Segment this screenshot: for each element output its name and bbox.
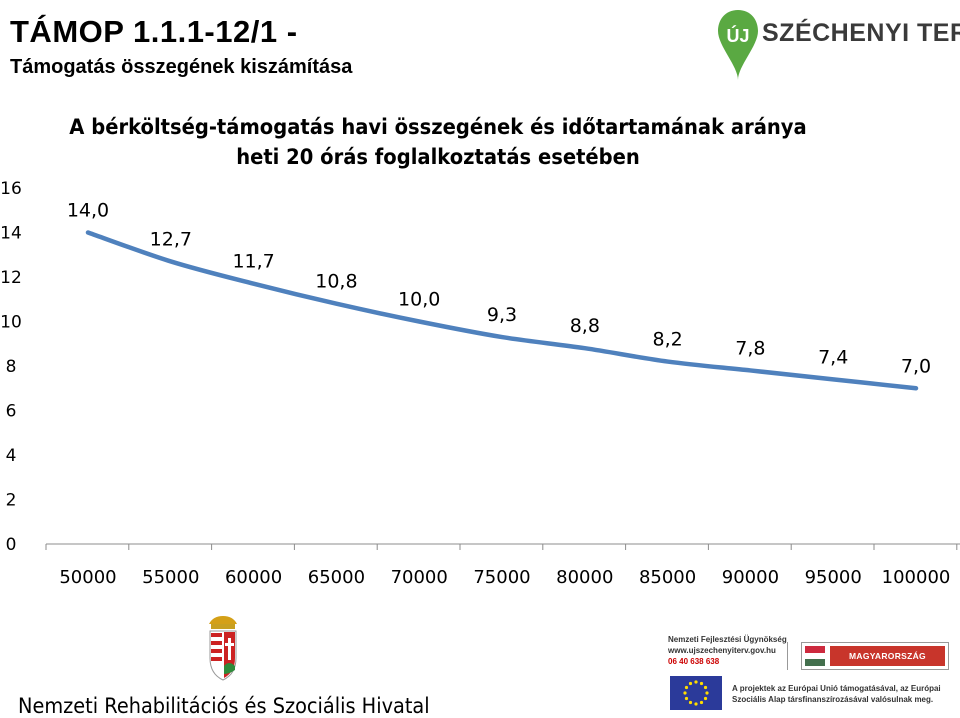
data-label: 7,0 <box>901 355 931 377</box>
eu-star-icon <box>694 702 697 705</box>
y-tick-label: 0 <box>6 535 17 555</box>
y-tick-label: 10 <box>0 313 22 333</box>
eu-star-icon <box>689 682 692 685</box>
divider <box>787 642 788 670</box>
data-label-layer: 14,0 12,7 11,7 10,8 10,0 9,3 8,8 8,2 7,8 7,4 7,0 <box>67 200 931 378</box>
chart-title: A bérköltség-támogatás havi összegének é… <box>0 112 876 172</box>
location-pin-icon: ÚJ <box>714 6 762 82</box>
hungarian-coat-of-arms-icon <box>203 614 243 684</box>
organization-name: Nemzeti Rehabilitációs és Szociális Hiva… <box>18 694 430 718</box>
magyarorszag-megujul-badge: MAGYARORSZÁG MEGÚJUL <box>801 642 949 670</box>
x-tick-label: 100000 <box>882 567 951 588</box>
data-label: 11,7 <box>232 251 274 273</box>
eu-star-icon <box>683 691 686 694</box>
y-tick-label: 6 <box>6 402 17 422</box>
data-label: 9,3 <box>487 304 517 326</box>
page-title: TÁMOP 1.1.1-12/1 - <box>10 14 298 50</box>
eu-star-icon <box>700 682 703 685</box>
data-label: 7,4 <box>818 346 848 368</box>
data-label: 10,8 <box>315 271 357 293</box>
szechenyi-logo: ÚJ SZÉCHENYI TERV <box>714 6 954 82</box>
x-tick-label: 65000 <box>308 567 365 588</box>
eu-star-icon <box>689 701 692 704</box>
data-label: 7,8 <box>735 337 765 359</box>
x-tick-label: 90000 <box>722 567 779 588</box>
y-tick-label: 4 <box>6 446 17 466</box>
eu-note-line-2: Szociális Alap társfinanszírozásával val… <box>732 694 941 705</box>
eu-note-line-1: A projektek az Európai Unió támogatásáva… <box>732 683 941 694</box>
eu-star-icon <box>685 697 688 700</box>
y-tick-label: 16 <box>0 179 22 199</box>
eu-star-icon <box>685 686 688 689</box>
x-tick-label: 55000 <box>142 567 199 588</box>
y-axis: 0 2 4 6 8 10 12 14 16 <box>0 179 22 555</box>
hungarian-flag-icon <box>805 646 825 666</box>
eu-star-icon <box>704 686 707 689</box>
data-label: 14,0 <box>67 200 109 222</box>
data-label: 8,2 <box>652 329 682 351</box>
y-tick-label: 14 <box>0 224 22 244</box>
x-tick-label: 80000 <box>556 567 613 588</box>
chart-title-line-2: heti 20 órás foglalkoztatás esetében <box>31 142 846 172</box>
x-tick-label: 60000 <box>225 567 282 588</box>
logo-badge-text: ÚJ <box>726 25 749 46</box>
y-tick-label: 8 <box>6 357 17 377</box>
x-tick-label: 85000 <box>639 567 696 588</box>
eu-star-icon <box>705 691 708 694</box>
x-tick-label: 95000 <box>805 567 862 588</box>
eu-flag-icon <box>670 676 722 710</box>
data-label: 12,7 <box>150 228 192 250</box>
y-tick-label: 12 <box>0 268 22 288</box>
page-subtitle: Támogatás összegének kiszámítása <box>10 56 352 79</box>
chart-title-line-1: A bérköltség-támogatás havi összegének é… <box>31 112 846 142</box>
badge-text: MAGYARORSZÁG MEGÚJUL <box>830 646 945 666</box>
eu-funding-note: A projektek az Európai Unió támogatásáva… <box>732 683 941 705</box>
x-axis: 50000 55000 60000 65000 70000 75000 80000 85000… <box>46 544 960 588</box>
x-tick-label: 50000 <box>59 567 116 588</box>
eu-star-icon <box>700 701 703 704</box>
eu-star-icon <box>704 697 707 700</box>
y-tick-label: 2 <box>6 491 17 511</box>
data-label: 8,8 <box>570 315 600 337</box>
eu-star-icon <box>694 680 697 683</box>
line-chart: 0 2 4 6 8 10 12 14 16 50000 55000 60000 65000 70000 7… <box>0 170 960 600</box>
logo-text: SZÉCHENYI TERV <box>762 19 960 48</box>
data-label: 10,0 <box>398 289 440 311</box>
x-tick-label: 70000 <box>391 567 448 588</box>
x-tick-label: 75000 <box>473 567 530 588</box>
